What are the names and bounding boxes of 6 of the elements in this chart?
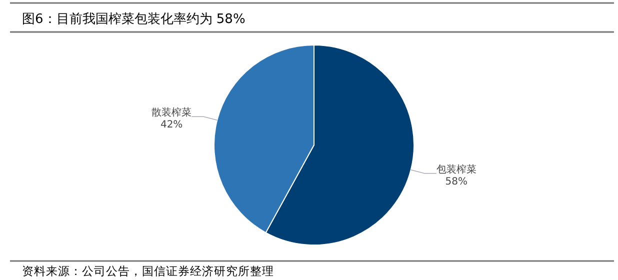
chart-title: 图6：目前我国榨菜包装化率约为 58% — [22, 11, 246, 27]
slice-label: 散装榨菜 — [152, 106, 192, 119]
text: 资料来源：公司公告，国信证券经济研究所整理 — [22, 264, 274, 278]
data-label: 42% — [160, 120, 183, 131]
slice-label: 包装榨菜 — [436, 163, 476, 176]
data-label: 58% — [445, 176, 468, 188]
